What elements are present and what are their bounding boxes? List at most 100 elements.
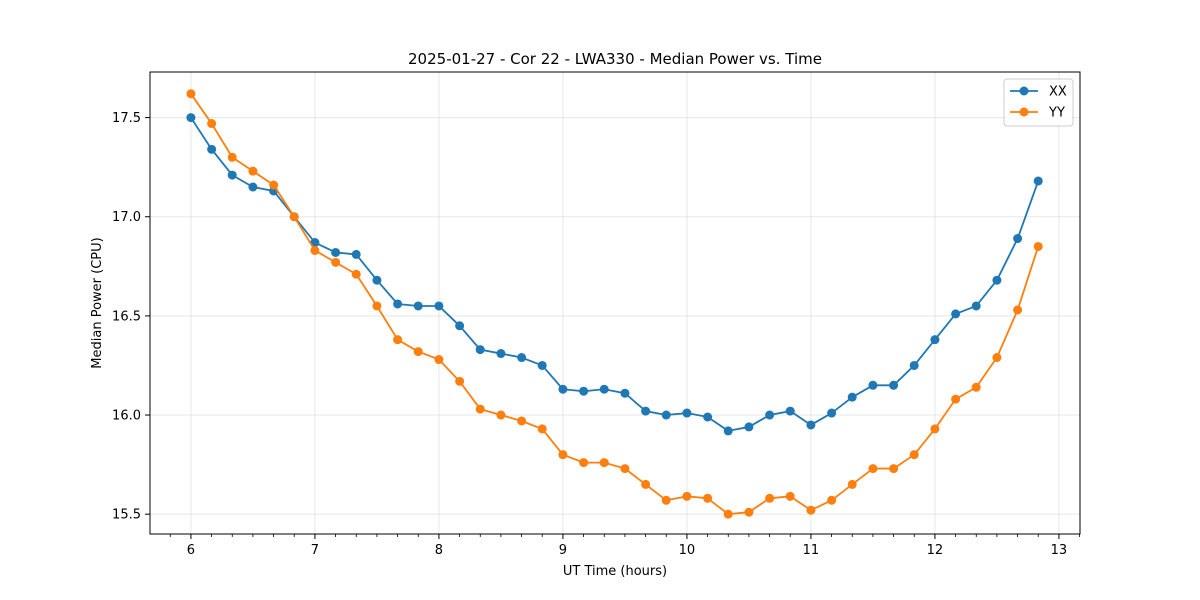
data-point-xx xyxy=(682,408,692,418)
x-axis-label: UT Time (hours) xyxy=(563,564,667,579)
data-point-xx xyxy=(537,360,547,370)
series-layer xyxy=(186,89,1043,519)
data-point-yy xyxy=(289,212,299,222)
data-point-xx xyxy=(310,238,320,248)
x-tick-label: 13 xyxy=(1051,543,1068,558)
data-point-xx xyxy=(207,144,217,154)
legend-item-yy: YY xyxy=(1010,106,1065,121)
data-point-yy xyxy=(909,450,919,460)
data-point-xx xyxy=(847,392,857,402)
y-axis-label: Median Power (CPU) xyxy=(90,237,105,368)
data-point-yy xyxy=(186,89,196,99)
data-point-yy xyxy=(971,382,981,392)
data-point-yy xyxy=(351,269,361,279)
data-point-yy xyxy=(331,257,341,267)
series-xx xyxy=(186,113,1043,436)
data-point-yy xyxy=(434,355,444,365)
data-point-yy xyxy=(1033,241,1043,251)
data-point-xx xyxy=(641,406,651,416)
data-point-yy xyxy=(1013,305,1023,315)
data-point-xx xyxy=(806,420,816,430)
data-point-yy xyxy=(641,479,651,489)
data-point-xx xyxy=(579,386,589,396)
data-point-yy xyxy=(393,335,403,345)
data-point-yy xyxy=(661,495,671,505)
plot-frame xyxy=(149,71,1081,535)
data-point-yy xyxy=(558,450,568,460)
data-point-yy xyxy=(372,301,382,311)
data-point-yy xyxy=(269,180,279,190)
data-point-xx xyxy=(744,422,754,432)
y-tick-label: 17.5 xyxy=(112,111,141,126)
data-point-yy xyxy=(207,119,217,129)
legend-marker-xx xyxy=(1019,86,1029,96)
data-point-xx xyxy=(475,345,485,355)
data-point-yy xyxy=(517,416,527,426)
data-point-yy xyxy=(413,347,423,357)
x-tick-label: 9 xyxy=(559,543,567,558)
data-point-xx xyxy=(723,426,733,436)
data-point-xx xyxy=(227,170,237,180)
data-point-xx xyxy=(455,321,465,331)
data-point-xx xyxy=(1013,234,1023,244)
data-point-xx xyxy=(868,380,878,390)
data-point-yy xyxy=(992,353,1002,363)
data-point-xx xyxy=(248,182,258,192)
data-point-yy xyxy=(496,410,506,420)
data-point-yy xyxy=(248,166,258,176)
data-point-xx xyxy=(517,353,527,363)
data-point-xx xyxy=(372,275,382,285)
data-point-xx xyxy=(413,301,423,311)
y-tick-label: 17.0 xyxy=(112,210,141,225)
x-tick-label: 6 xyxy=(187,543,195,558)
data-point-yy xyxy=(827,495,837,505)
x-tick-label: 8 xyxy=(435,543,443,558)
legend-marker-yy xyxy=(1019,107,1029,117)
data-point-yy xyxy=(620,464,630,474)
x-tick-label: 10 xyxy=(679,543,696,558)
data-point-xx xyxy=(434,301,444,311)
data-point-xx xyxy=(599,384,609,394)
data-point-yy xyxy=(951,394,961,404)
y-tick-label: 15.5 xyxy=(112,508,141,523)
data-point-yy xyxy=(599,458,609,468)
data-point-xx xyxy=(703,412,713,422)
data-point-xx xyxy=(661,410,671,420)
data-point-yy xyxy=(310,245,320,255)
legend-label-xx: XX xyxy=(1049,85,1067,100)
data-point-xx xyxy=(785,406,795,416)
data-point-xx xyxy=(930,335,940,345)
data-point-xx xyxy=(186,113,196,123)
data-point-xx xyxy=(992,275,1002,285)
data-point-yy xyxy=(537,424,547,434)
series-yy xyxy=(186,89,1043,519)
data-point-yy xyxy=(579,458,589,468)
data-point-xx xyxy=(971,301,981,311)
legend-item-xx: XX xyxy=(1010,85,1067,100)
data-point-xx xyxy=(827,408,837,418)
data-point-xx xyxy=(620,388,630,398)
data-point-xx xyxy=(889,380,899,390)
chart-title: 2025-01-27 - Cor 22 - LWA330 - Median Po… xyxy=(408,50,822,68)
y-tick-label: 16.5 xyxy=(112,309,141,324)
data-point-xx xyxy=(496,349,506,359)
data-point-yy xyxy=(785,491,795,501)
legend-label-yy: YY xyxy=(1048,106,1065,121)
data-point-xx xyxy=(765,410,775,420)
data-point-xx xyxy=(351,249,361,259)
data-point-yy xyxy=(475,404,485,414)
x-tick-label: 12 xyxy=(927,543,944,558)
data-point-yy xyxy=(703,493,713,503)
x-tick-label: 11 xyxy=(803,543,820,558)
data-point-yy xyxy=(744,507,754,517)
data-point-yy xyxy=(847,479,857,489)
data-point-yy xyxy=(806,505,816,515)
data-point-yy xyxy=(455,376,465,386)
y-axis: 15.5 16.0 16.5 17.0 17.5 xyxy=(112,111,150,523)
data-point-yy xyxy=(227,152,237,162)
data-point-yy xyxy=(723,509,733,519)
data-point-yy xyxy=(868,464,878,474)
data-point-xx xyxy=(393,299,403,309)
